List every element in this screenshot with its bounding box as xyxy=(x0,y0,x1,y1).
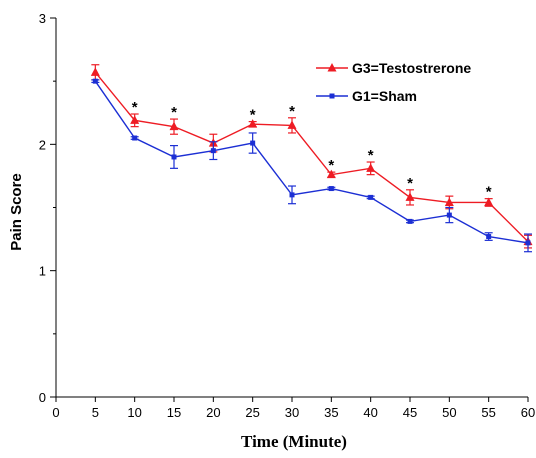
x-tick-label: 15 xyxy=(167,405,181,420)
legend-marker xyxy=(327,63,337,72)
y-tick-label: 2 xyxy=(39,137,46,152)
x-tick-label: 20 xyxy=(206,405,220,420)
x-tick-label: 50 xyxy=(442,405,456,420)
g1-series-line xyxy=(94,80,529,244)
significance-marker: * xyxy=(132,99,138,116)
g1-point xyxy=(328,186,334,192)
g1-point xyxy=(486,234,492,240)
significance-marker: * xyxy=(328,157,334,174)
g3-point xyxy=(169,121,179,131)
x-axis-label: Time (Minute) xyxy=(241,432,347,451)
significance-marker: * xyxy=(250,107,256,124)
significance-marker: * xyxy=(171,104,177,121)
g1-point xyxy=(446,212,452,218)
significance-marker: * xyxy=(368,147,374,164)
significance-marker: * xyxy=(289,103,295,120)
g3-point xyxy=(405,192,415,201)
g3-point xyxy=(90,67,100,76)
significance-marker: * xyxy=(407,175,413,192)
axes: 0 5 10 15 20 25 30 35 40 45 50 55 60 0 1 2 3 xyxy=(39,11,535,420)
legend-marker xyxy=(329,93,335,99)
legend-item-g1: G1=Sham xyxy=(316,88,417,104)
g1-point xyxy=(210,148,216,154)
x-tick-label: 45 xyxy=(403,405,417,420)
x-tick-label: 40 xyxy=(363,405,377,420)
g1-point xyxy=(368,194,374,200)
x-tick-label: 10 xyxy=(127,405,141,420)
g3-point xyxy=(287,120,297,129)
x-tick-label: 5 xyxy=(92,405,99,420)
plot-area: * * * * * * * * xyxy=(90,64,533,253)
legend-item-g3: G3=Testostrerone xyxy=(316,60,471,76)
g1-point xyxy=(525,240,531,246)
legend-label: G1=Sham xyxy=(352,88,417,104)
legend: G3=Testostrerone G1=Sham xyxy=(316,60,471,104)
legend-label: G3=Testostrerone xyxy=(352,60,471,76)
g3-point xyxy=(484,197,494,206)
x-tick-label: 0 xyxy=(52,405,59,420)
g3-series-line xyxy=(94,71,529,243)
g3-point xyxy=(248,119,258,128)
y-axis-label: Pain Score xyxy=(8,173,25,251)
g1-point xyxy=(289,192,295,198)
g3-point xyxy=(444,197,454,206)
y-tick-label: 0 xyxy=(39,390,46,405)
x-tick-label: 35 xyxy=(324,405,338,420)
x-tick-label: 60 xyxy=(521,405,535,420)
g3-point xyxy=(326,169,336,179)
y-tick-label: 1 xyxy=(39,264,46,279)
g1-point xyxy=(407,218,413,224)
g1-point xyxy=(132,135,138,141)
x-tick-label: 55 xyxy=(481,405,495,420)
x-tick-label: 30 xyxy=(285,405,299,420)
x-tick-label: 25 xyxy=(245,405,259,420)
g3-point xyxy=(130,115,140,124)
g1-point xyxy=(250,140,256,146)
g1-point xyxy=(171,154,177,160)
y-tick-label: 3 xyxy=(39,11,46,26)
significance-marker: * xyxy=(486,184,492,201)
g1-point xyxy=(92,78,98,84)
g3-point xyxy=(366,163,376,172)
